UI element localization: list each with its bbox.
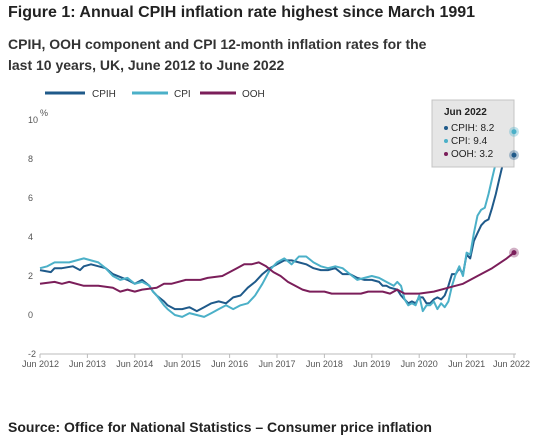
- figure-subtitle: CPIH, OOH component and CPI 12-month inf…: [8, 36, 427, 73]
- y-tick-label: 6: [28, 193, 33, 203]
- y-tick-label: 4: [28, 232, 33, 242]
- y-tick-label: 2: [28, 271, 33, 281]
- y-tick-label: 8: [28, 154, 33, 164]
- end-markers: [509, 126, 519, 258]
- legend-label-cpi: CPI: [174, 89, 191, 100]
- tooltip-line-cpi: CPI: 9.4: [451, 136, 488, 147]
- end-marker-cpi: [511, 129, 517, 135]
- x-tick-label: Jun 2015: [164, 359, 201, 369]
- series-line-cpi: [39, 131, 515, 318]
- x-axis: Jun 2012 Jun 2013 Jun 2014 Jun 2015 Jun 2016…: [22, 354, 530, 369]
- x-tick-label: Jun 2016: [211, 359, 248, 369]
- x-tick-label: Jun 2022: [493, 359, 530, 369]
- tooltip-line-cpih: CPIH: 8.2: [451, 123, 495, 134]
- figure-title: Figure 1: Annual CPIH inflation rate hig…: [8, 4, 476, 21]
- legend-label-ooh: OOH: [242, 89, 265, 100]
- legend: CPIH CPI OOH: [45, 89, 265, 100]
- x-tick-label: Jun 2020: [401, 359, 438, 369]
- tooltip-dot-ooh: [444, 152, 448, 156]
- x-tick-label: Jun 2018: [306, 359, 343, 369]
- end-marker-cpih: [511, 152, 517, 158]
- tooltip-dot-cpi: [444, 139, 448, 143]
- x-tick-label: Jun 2019: [353, 359, 390, 369]
- tooltip-line-ooh: OOH: 3.2: [451, 149, 494, 160]
- x-tick-label: Jun 2017: [258, 359, 295, 369]
- tooltip-dot-cpih: [444, 126, 448, 130]
- series-lines: [39, 131, 515, 318]
- series-line-ooh: [39, 251, 515, 295]
- end-marker-ooh: [511, 250, 517, 256]
- y-tick-label: -2: [28, 349, 36, 359]
- x-tick-label: Jun 2021: [448, 359, 485, 369]
- y-tick-label: 0: [28, 310, 33, 320]
- tooltip: Jun 2022 CPIH: 8.2 CPI: 9.4 OOH: 3.2: [431, 99, 515, 168]
- y-axis-unit: %: [40, 108, 48, 118]
- x-tick-label: Jun 2014: [116, 359, 153, 369]
- tooltip-title: Jun 2022: [444, 107, 487, 118]
- source-note: Source: Office for National Statistics –…: [8, 419, 432, 435]
- x-tick-label: Jun 2012: [22, 359, 59, 369]
- x-tick-label: Jun 2013: [69, 359, 106, 369]
- y-axis: -2 0 2 4 6 8 10: [28, 115, 38, 359]
- y-tick-label: 10: [28, 115, 38, 125]
- legend-label-cpih: CPIH: [92, 89, 116, 100]
